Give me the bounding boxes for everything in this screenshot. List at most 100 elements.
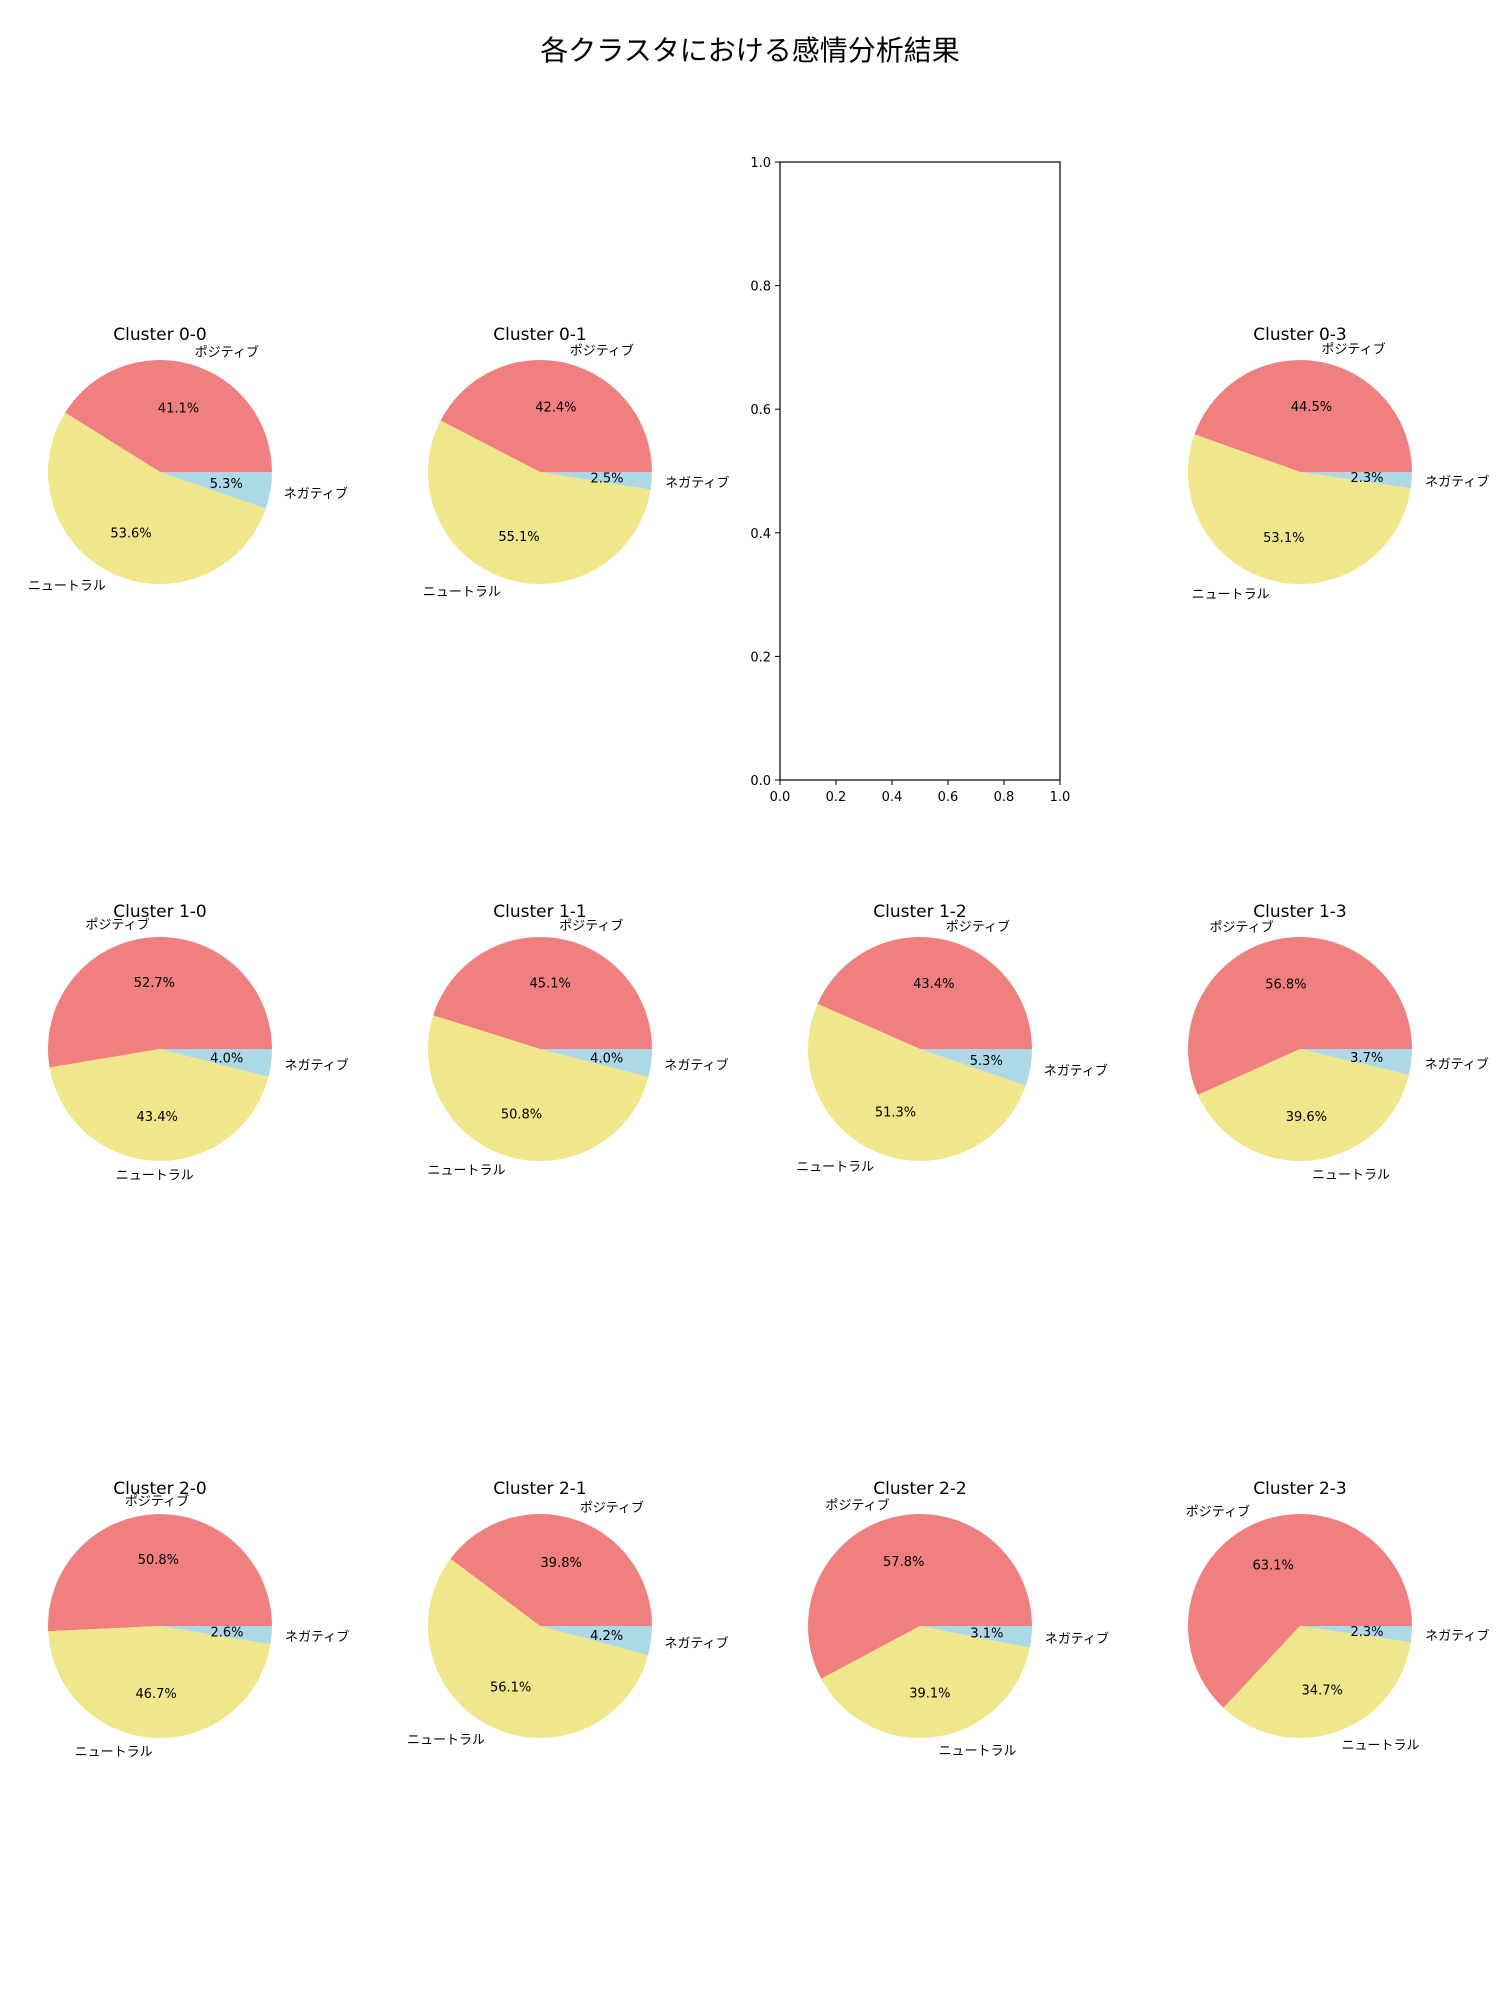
pct-label-positive: 43.4% <box>913 977 954 992</box>
pct-label-positive: 56.8% <box>1265 977 1306 992</box>
pie-slice-negative <box>1300 1049 1412 1075</box>
slice-label-neutral: ニュートラル <box>423 585 501 600</box>
slice-label-negative: ネガティブ <box>1425 474 1489 490</box>
pct-label-neutral: 53.6% <box>110 527 151 542</box>
pie-slice-neutral <box>1197 1049 1409 1162</box>
slice-label-positive: ポジティブ <box>825 1497 889 1513</box>
chart-panel-0-2: 0.0 0.2 0.4 0.6 0.8 1.0 0.0 0.2 0.4 0.6 0.8 1.0 <box>750 156 1070 805</box>
slice-label-neutral: ニュートラル <box>1192 588 1270 603</box>
x-tick-label: 1.0 <box>1050 790 1071 805</box>
slice-label-positive: ポジティブ <box>125 1494 189 1510</box>
y-tick-label: 0.2 <box>750 650 771 665</box>
slice-label-negative: ネガティブ <box>664 1636 728 1652</box>
pct-label-negative: 2.3% <box>1350 471 1383 486</box>
slice-label-negative: ネガティブ <box>1425 1057 1489 1073</box>
pie-title: Cluster 2-1 <box>493 1479 587 1499</box>
pie-title: Cluster 1-1 <box>493 902 587 922</box>
pie-title: Cluster 1-0 <box>113 902 207 922</box>
pct-label-positive: 45.1% <box>530 977 571 992</box>
pct-label-neutral: 39.1% <box>909 1687 950 1702</box>
pie-slice-negative <box>540 1049 652 1077</box>
pie-title: Cluster 0-1 <box>493 325 587 345</box>
pct-label-positive: 50.8% <box>138 1553 179 1568</box>
pct-label-negative: 4.0% <box>210 1051 243 1066</box>
pie-slice-neutral <box>48 1626 271 1739</box>
pie-slice-neutral <box>1187 434 1411 585</box>
slice-label-neutral: ニュートラル <box>796 1160 874 1175</box>
pct-label-negative: 2.5% <box>590 471 623 486</box>
slice-label-negative: ネガティブ <box>664 1058 728 1074</box>
pie-slice-positive <box>65 359 272 472</box>
pie-slice-positive <box>48 1514 272 1632</box>
slice-label-positive: ポジティブ <box>559 918 623 934</box>
slice-label-negative: ネガティブ <box>284 486 348 502</box>
slice-label-positive: ポジティブ <box>580 1500 644 1516</box>
pie-slice-positive <box>1188 1513 1412 1708</box>
pct-label-neutral: 34.7% <box>1302 1683 1343 1698</box>
pie-title: Cluster 0-3 <box>1253 325 1347 345</box>
y-tick-label: 0.4 <box>750 527 771 542</box>
pct-label-neutral: 53.1% <box>1263 531 1304 546</box>
pct-label-neutral: 39.6% <box>1286 1110 1327 1125</box>
slice-label-neutral: ニュートラル <box>427 1164 505 1179</box>
pie-slice-negative <box>160 472 272 509</box>
pie-title: Cluster 0-0 <box>113 325 207 345</box>
figure-title: 各クラスタにおける感情分析結果 <box>540 34 959 67</box>
slice-label-negative: ネガティブ <box>665 475 729 491</box>
pie-slice-neutral <box>49 1049 269 1161</box>
slice-label-positive: ポジティブ <box>1209 919 1273 935</box>
slice-label-neutral: ニュートラル <box>1312 1168 1390 1183</box>
pct-label-positive: 42.4% <box>535 401 576 416</box>
pct-label-positive: 39.8% <box>541 1556 582 1571</box>
pie-title: Cluster 2-3 <box>1253 1479 1347 1499</box>
pie-slice-negative <box>540 1626 652 1656</box>
pie-title: Cluster 1-2 <box>873 902 967 922</box>
slice-label-negative: ネガティブ <box>1425 1628 1489 1644</box>
pct-label-neutral: 43.4% <box>137 1110 178 1125</box>
slice-label-positive: ポジティブ <box>946 919 1010 935</box>
pct-label-neutral: 56.1% <box>490 1680 531 1695</box>
x-tick-label: 0.4 <box>882 790 903 805</box>
pie-slice-neutral <box>808 1003 1026 1161</box>
pie-slice-negative <box>920 1049 1032 1086</box>
pct-label-negative: 4.0% <box>590 1051 623 1066</box>
pct-label-positive: 63.1% <box>1253 1558 1294 1573</box>
pie-slice-positive <box>440 360 652 472</box>
pie-slice-negative <box>1300 1626 1412 1643</box>
pct-label-positive: 52.7% <box>134 976 175 991</box>
pie-slice-negative <box>160 1626 272 1645</box>
pie-slice-neutral <box>427 420 651 585</box>
y-tick-label: 1.0 <box>750 156 771 171</box>
y-tick-label: 0.8 <box>750 280 771 295</box>
pie-slice-positive <box>807 1514 1032 1679</box>
slice-label-positive: ポジティブ <box>85 917 149 933</box>
pct-label-negative: 5.3% <box>210 477 243 492</box>
slice-label-neutral: ニュートラル <box>28 579 106 594</box>
pie-slice-positive <box>450 1513 653 1626</box>
pct-label-positive: 41.1% <box>158 401 199 416</box>
pie-title: Cluster 1-3 <box>1253 902 1347 922</box>
pct-label-positive: 57.8% <box>883 1555 924 1570</box>
slice-label-neutral: ニュートラル <box>75 1745 153 1760</box>
x-tick-label: 0.8 <box>994 790 1015 805</box>
slice-label-negative: ネガティブ <box>285 1058 349 1074</box>
pie-slice-positive <box>817 936 1032 1049</box>
pie-slice-negative <box>920 1626 1032 1648</box>
axes-frame <box>779 161 1061 781</box>
slice-label-positive: ポジティブ <box>1186 1504 1250 1520</box>
pie-slice-negative <box>160 1049 272 1077</box>
pie-slice-neutral <box>1223 1626 1411 1738</box>
pct-label-neutral: 51.3% <box>875 1106 916 1121</box>
chart-grid: Cluster 0-0 ポジティブ 41.1% ニュートラル 53.6% ネガティブ 5.3… <box>28 156 1489 1760</box>
pct-label-neutral: 50.8% <box>501 1108 542 1123</box>
pct-label-negative: 3.1% <box>970 1627 1003 1642</box>
slice-label-neutral: ニュートラル <box>1342 1738 1420 1753</box>
